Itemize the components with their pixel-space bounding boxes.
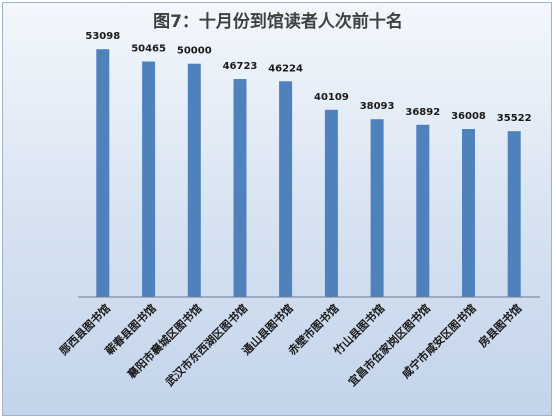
value-label-5: 46224 (268, 63, 303, 74)
value-label-3: 50000 (177, 46, 212, 57)
bar-9 (462, 129, 475, 297)
bar-6 (324, 109, 338, 297)
value-label-10: 35522 (497, 113, 532, 124)
value-label-4: 46723 (223, 61, 258, 72)
value-label-7: 38093 (360, 101, 395, 112)
value-label-6: 40109 (314, 92, 349, 103)
category-label-4: 武汉市东西湖区图书馆 (162, 301, 250, 389)
bar-2 (142, 61, 156, 297)
bar-3 (187, 63, 201, 298)
bar-4 (233, 79, 247, 297)
value-label-8: 36892 (405, 107, 440, 118)
value-label-2: 50465 (131, 44, 166, 55)
category-label-3: 襄阳市襄城区图书馆 (124, 301, 205, 382)
category-label-9: 咸宁市咸安区图书馆 (399, 301, 479, 381)
value-label-1: 53098 (85, 31, 120, 42)
bar-5 (279, 81, 293, 297)
category-label-8: 宜昌市伍家岗区图书馆 (345, 301, 433, 389)
bar-7 (370, 119, 384, 297)
chart-title: 图7：十月份到馆读者人次前十名 (153, 11, 403, 32)
category-label-10: 房县图书馆 (476, 301, 525, 350)
chart-area (2, 2, 552, 416)
bar-8 (416, 124, 430, 297)
bar-1 (96, 49, 110, 298)
bar-10 (507, 131, 521, 297)
value-label-9: 36008 (451, 111, 486, 122)
